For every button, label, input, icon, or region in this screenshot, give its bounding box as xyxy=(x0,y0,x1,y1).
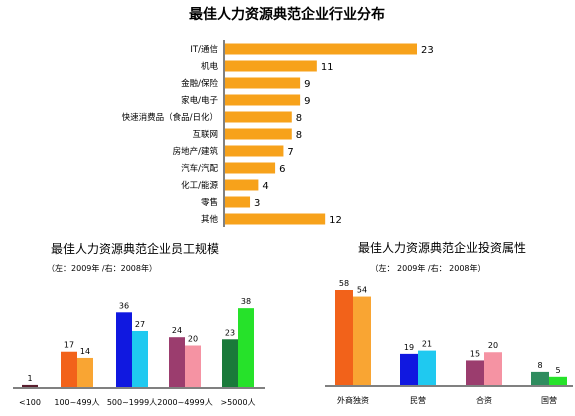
ownership-value-label: 54 xyxy=(357,286,367,295)
ownership-bar xyxy=(531,371,549,385)
industry-category-label: 汽车/汽配 xyxy=(181,163,218,174)
size-value-label: 1 xyxy=(27,374,32,383)
industry-bar xyxy=(225,60,317,72)
size-value-label: 20 xyxy=(188,335,198,344)
industry-category-label: 金融/保险 xyxy=(181,78,218,89)
ownership-chart-subtitle: （左： 2009年 /右： 2008年） xyxy=(370,263,485,273)
industry-value-label: 8 xyxy=(296,130,302,141)
industry-bar xyxy=(225,145,284,157)
ownership-value-label: 15 xyxy=(470,349,480,358)
size-value-label: 27 xyxy=(135,320,145,329)
size-chart-title: 最佳人力资源典范企业员工规模 xyxy=(51,241,219,256)
ownership-bar xyxy=(466,360,484,385)
ownership-value-label: 20 xyxy=(488,341,498,350)
industry-bar xyxy=(225,179,259,191)
size-bar xyxy=(116,312,132,387)
industry-category-label: 房地产/建筑 xyxy=(173,146,219,157)
size-bar xyxy=(77,357,93,387)
size-category-label: 2000~4999人 xyxy=(157,398,212,407)
ownership-category-label: 民营 xyxy=(410,395,426,405)
industry-category-label: 零售 xyxy=(201,197,218,208)
size-value-label: 36 xyxy=(119,301,129,310)
industry-value-label: 9 xyxy=(304,96,310,107)
industry-category-label: IT/通信 xyxy=(190,44,218,55)
industry-value-label: 11 xyxy=(321,62,334,73)
industry-value-label: 8 xyxy=(296,113,302,124)
size-value-label: 14 xyxy=(80,347,90,356)
industry-bar xyxy=(225,77,301,89)
ownership-bar xyxy=(549,376,567,385)
ownership-bar xyxy=(418,350,436,385)
ownership-category-label: 外商独资 xyxy=(337,395,369,405)
industry-bar xyxy=(225,196,251,208)
size-category-label: 100~499人 xyxy=(54,398,99,407)
ownership-value-label: 21 xyxy=(422,340,432,349)
industry-category-label: 快速消费品（食品/日化） xyxy=(122,112,218,123)
industry-bar xyxy=(225,94,301,106)
ownership-bar xyxy=(484,352,502,385)
size-chart-subtitle: （左：2009年 /右：2008年） xyxy=(47,263,157,273)
size-bar xyxy=(61,351,77,387)
size-category-label: 500~1999人 xyxy=(107,398,157,407)
ownership-bar xyxy=(353,296,371,385)
industry-value-label: 6 xyxy=(279,164,285,175)
ownership-category-label: 国营 xyxy=(541,395,557,405)
industry-value-label: 4 xyxy=(262,181,268,192)
industry-chart-title: 最佳人力资源典范企业行业分布 xyxy=(189,6,385,23)
industry-value-label: 12 xyxy=(329,215,342,226)
size-bar xyxy=(22,384,38,387)
ownership-chart-title: 最佳人力资源典范企业投资属性 xyxy=(358,240,526,255)
size-value-label: 38 xyxy=(241,297,251,306)
industry-value-label: 9 xyxy=(304,79,310,90)
size-bar xyxy=(185,345,201,387)
industry-category-label: 互联网 xyxy=(192,130,218,140)
industry-category-label: 家电/电子 xyxy=(181,95,218,106)
ownership-value-label: 19 xyxy=(404,343,414,352)
industry-value-label: 23 xyxy=(421,45,434,56)
industry-bar xyxy=(225,128,292,140)
ownership-value-label: 5 xyxy=(555,366,560,375)
industry-bar xyxy=(225,213,326,225)
industry-bar xyxy=(225,43,417,55)
size-bar xyxy=(238,308,254,387)
size-value-label: 17 xyxy=(64,341,74,350)
industry-bar xyxy=(225,111,292,123)
ownership-bar xyxy=(335,290,353,385)
industry-category-label: 机电 xyxy=(201,61,219,72)
industry-value-label: 3 xyxy=(254,198,260,209)
ownership-value-label: 8 xyxy=(537,361,542,370)
industry-bar xyxy=(225,162,276,174)
size-bar xyxy=(132,330,148,387)
ownership-value-label: 58 xyxy=(339,279,349,288)
size-bar xyxy=(222,339,238,387)
industry-category-label: 其他 xyxy=(201,214,219,225)
size-bar xyxy=(169,337,185,387)
industry-value-label: 7 xyxy=(287,147,293,158)
size-value-label: 24 xyxy=(172,326,182,335)
size-category-label: >5000人 xyxy=(220,398,255,407)
size-category-label: <100 xyxy=(19,398,41,407)
size-value-label: 23 xyxy=(225,328,235,337)
ownership-category-label: 合资 xyxy=(476,395,492,405)
ownership-bar xyxy=(400,353,418,385)
industry-category-label: 化工/能源 xyxy=(181,180,218,191)
